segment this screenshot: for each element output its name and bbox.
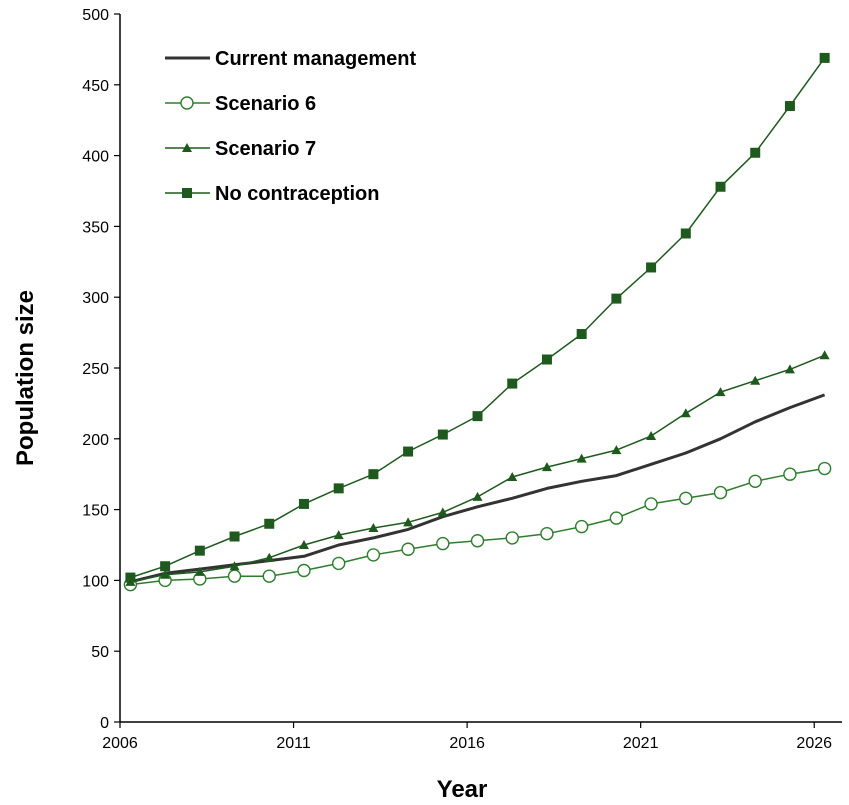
series-layer [123, 52, 832, 592]
data-point [262, 569, 276, 583]
legend-marker [180, 96, 194, 110]
data-point [160, 561, 171, 572]
data-point [507, 472, 518, 482]
data-point [750, 375, 761, 385]
data-point [611, 445, 622, 455]
y-tick-label: 450 [82, 78, 109, 95]
legend-marker [182, 143, 192, 152]
y-tick-label: 300 [82, 290, 109, 307]
y-tick-label: 150 [82, 503, 109, 520]
data-point [229, 531, 240, 542]
data-point [227, 569, 242, 583]
data-point [540, 526, 554, 541]
legend-item: Scenario 7 [165, 138, 316, 160]
data-point [333, 530, 344, 540]
y-axis-title: Population size [12, 290, 39, 466]
series-scenario-7 [125, 350, 830, 586]
data-point [679, 491, 693, 505]
data-point [331, 556, 346, 571]
data-point [401, 542, 415, 556]
data-point [819, 350, 830, 360]
data-point [264, 552, 275, 562]
data-point [783, 467, 797, 481]
data-point [680, 228, 691, 239]
y-tick-label: 100 [82, 573, 109, 590]
data-point [541, 462, 552, 472]
data-point [646, 262, 657, 273]
data-point [472, 411, 483, 422]
data-point [160, 569, 171, 579]
x-tick-label: 2016 [449, 735, 485, 752]
data-point [576, 329, 587, 340]
y-tick-label: 200 [82, 432, 109, 449]
x-tick-label: 2006 [102, 735, 138, 752]
legend-label: Scenario 6 [215, 93, 316, 115]
data-point [298, 498, 309, 509]
data-point [297, 563, 311, 578]
data-point [366, 548, 381, 562]
data-point [264, 518, 275, 529]
data-point [194, 566, 205, 576]
data-point [574, 519, 589, 534]
data-point [403, 517, 414, 527]
y-tick-label: 50 [91, 644, 109, 661]
data-point [644, 497, 658, 511]
data-point [784, 364, 795, 374]
legend-item: Scenario 6 [165, 93, 316, 115]
data-point [194, 545, 205, 556]
x-axis-title: Year [437, 776, 488, 803]
y-tick-label: 400 [82, 149, 109, 166]
x-tick-label: 2011 [276, 735, 311, 752]
legend-label: No contraception [215, 183, 379, 205]
legend-item: No contraception [165, 183, 379, 205]
data-point [436, 536, 450, 551]
y-tick-label: 350 [82, 219, 109, 236]
data-point [748, 474, 762, 488]
data-point [611, 293, 622, 304]
data-point [368, 523, 379, 533]
y-tick-label: 0 [100, 715, 109, 732]
data-point [541, 354, 552, 365]
axes: 0 50 100 150 200 250 300 350 400 450 500 2006 2011 20… [82, 7, 842, 752]
legend: Current management Scenario 6 Scenario 7 No… [165, 48, 416, 205]
legend-marker [182, 188, 192, 198]
data-point [472, 491, 483, 501]
data-point [784, 101, 795, 112]
data-point [576, 453, 587, 463]
data-point [646, 430, 657, 440]
data-point [229, 561, 240, 571]
data-point [715, 387, 726, 397]
data-point [403, 446, 414, 457]
data-point [470, 534, 485, 548]
data-point [507, 378, 518, 389]
series-no-contraception [125, 52, 830, 583]
x-tick-label: 2026 [796, 735, 832, 752]
data-point [333, 483, 344, 494]
y-tick-label: 500 [82, 7, 109, 24]
data-point [437, 507, 448, 517]
data-point [817, 461, 832, 476]
legend-item: Current management [165, 48, 416, 70]
data-point [609, 511, 624, 525]
data-point [505, 531, 519, 545]
data-point [680, 408, 691, 418]
data-point [437, 429, 448, 440]
data-point [298, 540, 309, 549]
data-point [368, 469, 379, 480]
legend-label: Current management [215, 48, 416, 70]
data-point [715, 181, 726, 192]
series-scenario-6 [123, 461, 832, 592]
data-point [819, 52, 830, 63]
y-tick-label: 250 [82, 361, 109, 378]
data-point [125, 572, 136, 583]
data-point [750, 147, 761, 158]
data-point [713, 485, 728, 500]
legend-label: Scenario 7 [215, 138, 316, 160]
x-tick-label: 2021 [623, 735, 659, 752]
